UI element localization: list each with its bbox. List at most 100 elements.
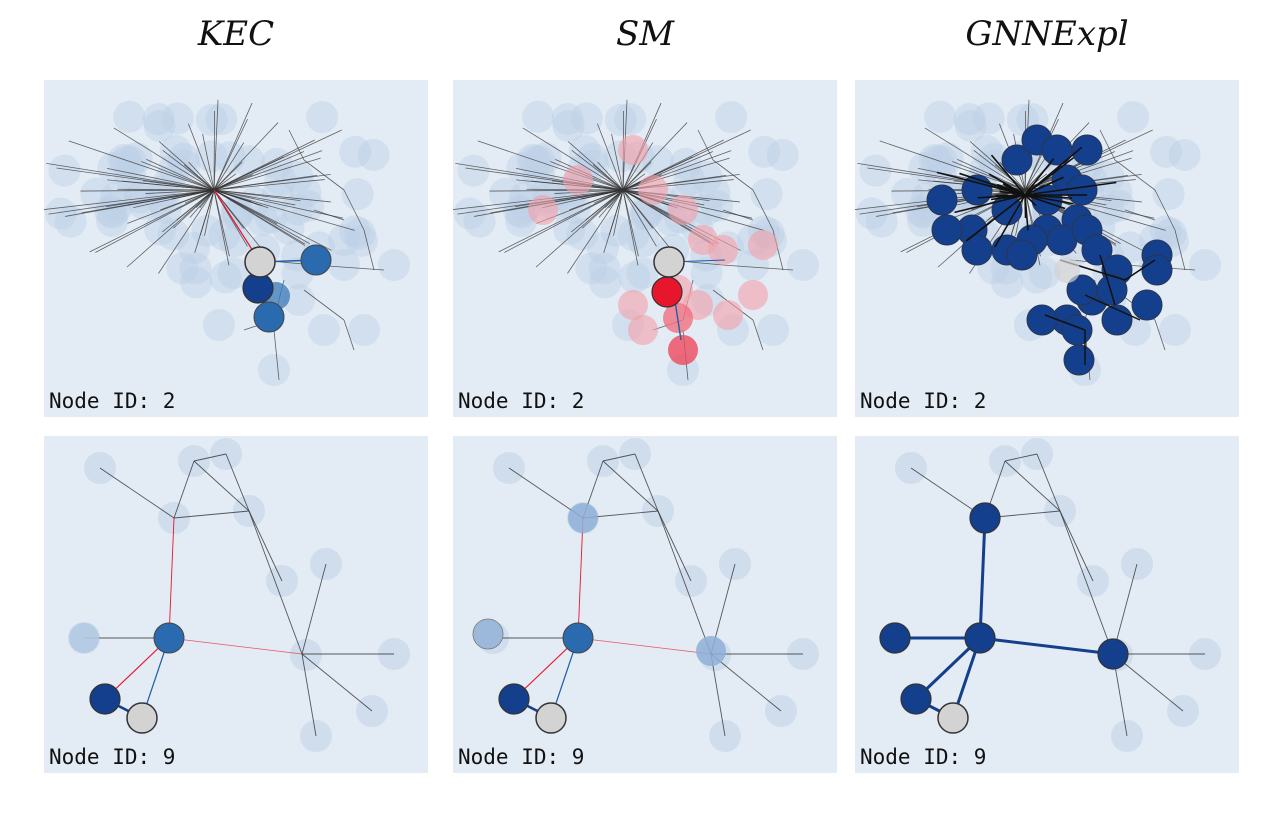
background-node	[48, 154, 81, 187]
background-node	[669, 147, 702, 180]
graph-edge	[194, 189, 215, 253]
background-node	[44, 197, 77, 230]
graph-edge	[44, 189, 215, 210]
graph-edge	[722, 264, 794, 271]
background-node	[343, 217, 376, 250]
background-node	[260, 147, 293, 180]
background-node	[142, 103, 175, 136]
background-node	[110, 145, 143, 178]
background-node	[766, 138, 799, 171]
graph-edge	[248, 510, 303, 655]
graph-edge	[213, 122, 279, 191]
graph-edge	[213, 173, 331, 191]
graph-edge	[597, 161, 624, 191]
background-node	[1028, 257, 1061, 290]
background-node	[1117, 101, 1150, 134]
graph-kec-node-2	[44, 99, 410, 386]
background-node	[586, 232, 619, 265]
saliency-node	[713, 300, 743, 330]
background-node	[97, 152, 130, 185]
graph-edge	[622, 189, 657, 247]
graph-edge	[187, 123, 215, 191]
background-node	[575, 252, 608, 285]
background-node	[1092, 193, 1125, 226]
background-node	[463, 205, 496, 238]
graph-edge	[722, 209, 754, 221]
saliency-node	[628, 315, 658, 345]
graph-edge	[213, 129, 342, 191]
graph-edge	[173, 460, 195, 519]
node-label: Node ID: 9	[458, 745, 585, 769]
graph-edge	[248, 510, 283, 582]
graph-edge	[1099, 129, 1116, 161]
graph-edge	[1004, 460, 1061, 512]
background-node	[522, 100, 555, 133]
background-node	[308, 314, 340, 346]
target-node	[244, 246, 276, 278]
graph-edge	[213, 173, 237, 191]
background-node	[348, 314, 380, 346]
panel-kec-node-2: Node ID: 2	[44, 80, 428, 417]
graph-edge	[1036, 453, 1061, 512]
graph-edge	[46, 162, 215, 191]
graph-edge	[697, 129, 714, 161]
graph-edge	[213, 150, 323, 191]
explanation-node	[300, 244, 332, 276]
saliency-node	[708, 235, 738, 265]
graph-edge	[301, 563, 327, 655]
background-node	[921, 145, 954, 178]
graph-edge	[710, 653, 782, 712]
background-node	[238, 186, 271, 219]
graph-edge	[189, 189, 215, 218]
graph-edge	[146, 159, 215, 191]
graph-edge	[567, 189, 624, 274]
background-node	[341, 178, 374, 211]
saliency-node	[618, 290, 648, 320]
explanation-edge	[1024, 157, 1075, 196]
saliency-node	[568, 503, 598, 533]
saliency-node	[563, 165, 593, 195]
explanation-edge	[990, 154, 1026, 196]
background-node	[218, 225, 251, 258]
graph-edge	[710, 653, 726, 737]
graph-edge	[569, 189, 624, 211]
explanation-node	[964, 622, 996, 654]
background-node	[604, 103, 637, 136]
explanation-node	[1131, 289, 1163, 321]
target-node	[937, 702, 969, 734]
background-node	[1149, 215, 1182, 248]
graph-edge	[504, 189, 624, 253]
target-node	[653, 246, 685, 278]
background-node	[925, 160, 958, 193]
graph-edge	[188, 161, 215, 191]
explanation-node	[1096, 274, 1128, 306]
graph-edge	[89, 189, 215, 253]
graph-edge	[213, 174, 254, 191]
graph-edge	[202, 133, 215, 191]
background-node	[690, 257, 723, 290]
background-node	[179, 252, 212, 285]
background-node	[220, 194, 253, 227]
explanation-node	[1066, 174, 1098, 206]
graph-edge	[303, 289, 345, 321]
background-node	[290, 639, 322, 671]
graph-edge	[99, 467, 175, 519]
target-node	[1054, 257, 1080, 283]
saliency-node	[696, 636, 726, 666]
graph-edge	[158, 189, 215, 274]
graph-edge	[273, 329, 280, 381]
background-node	[566, 218, 599, 251]
graph-edge	[603, 189, 624, 253]
panel-gnnexpl-node-2: Node ID: 2	[855, 80, 1239, 417]
explanation-node	[562, 622, 594, 654]
saliency-node	[618, 135, 648, 165]
graph-edge	[106, 189, 215, 208]
explanation-edge	[978, 517, 987, 639]
title-kec: KEC	[197, 14, 275, 54]
graph-edge	[213, 151, 305, 191]
graph-sm-node-9	[472, 438, 819, 752]
background-node	[859, 154, 892, 187]
graph-edge	[657, 510, 692, 582]
saliency-node	[748, 230, 778, 260]
background-node	[339, 135, 372, 168]
